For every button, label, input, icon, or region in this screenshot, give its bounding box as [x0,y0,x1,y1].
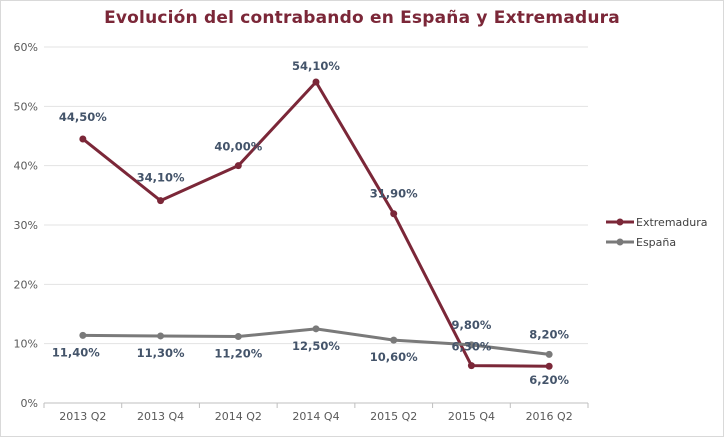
legend-marker [616,218,624,226]
y-tick-label: 50% [14,100,38,113]
legend-marker [616,238,624,246]
data-point [79,135,87,143]
chart-title: Evolución del contrabando en España y Ex… [104,8,620,28]
data-label: 6,20% [529,373,569,387]
x-tick-label: 2015 Q4 [448,410,495,423]
x-tick-label: 2014 Q2 [215,410,262,423]
data-point [467,362,475,370]
data-point [545,362,553,370]
data-label: 8,20% [529,327,569,341]
data-point [157,197,165,205]
data-point [390,210,398,218]
y-axis-tick-labels: 0% 10% 20% 30% 40% 50% 60% [14,41,38,410]
x-tick-label: 2014 Q4 [292,410,339,423]
x-axis [43,402,589,408]
y-tick-label: 20% [14,278,38,291]
legend: Extremadura España [606,216,708,249]
data-label: 34,10% [137,171,185,185]
data-label: 12,50% [292,339,340,353]
y-tick-label: 30% [14,219,38,232]
data-label: 40,00% [214,140,262,154]
y-tick-label: 40% [14,160,38,173]
data-point [79,331,87,339]
x-axis-tick-labels: 2013 Q2 2013 Q4 2014 Q2 2014 Q4 2015 Q2 2015 … [59,410,572,423]
x-tick-label: 2015 Q2 [370,410,417,423]
x-tick-label: 2013 Q2 [59,410,106,423]
data-point [157,332,165,340]
data-label: 6,30% [451,340,491,354]
x-tick-label: 2016 Q2 [526,410,573,423]
legend-label: Extremadura [636,216,708,229]
data-labels: 44,50% 34,10% 40,00% 54,10% 31,90% 6,30% 6,20%… [52,59,570,387]
y-tick-label: 60% [14,41,38,54]
data-point [467,341,475,349]
data-point [545,350,553,358]
data-point [312,325,320,333]
data-label: 44,50% [59,110,107,124]
data-point [312,78,320,86]
data-label: 11,40% [52,345,100,359]
legend-label: España [636,236,676,249]
series-points [79,78,553,370]
data-point [234,162,242,170]
data-label: 31,90% [370,187,418,201]
data-label: 10,60% [370,350,418,364]
x-tick-label: 2013 Q4 [137,410,184,423]
gridlines [44,46,588,345]
data-point [390,336,398,344]
data-label: 54,10% [292,59,340,73]
data-label: 9,80% [451,318,491,332]
data-label: 11,30% [137,346,185,360]
data-point [234,333,242,341]
y-tick-label: 0% [21,397,38,410]
y-tick-label: 10% [14,338,38,351]
data-label: 11,20% [214,347,262,361]
